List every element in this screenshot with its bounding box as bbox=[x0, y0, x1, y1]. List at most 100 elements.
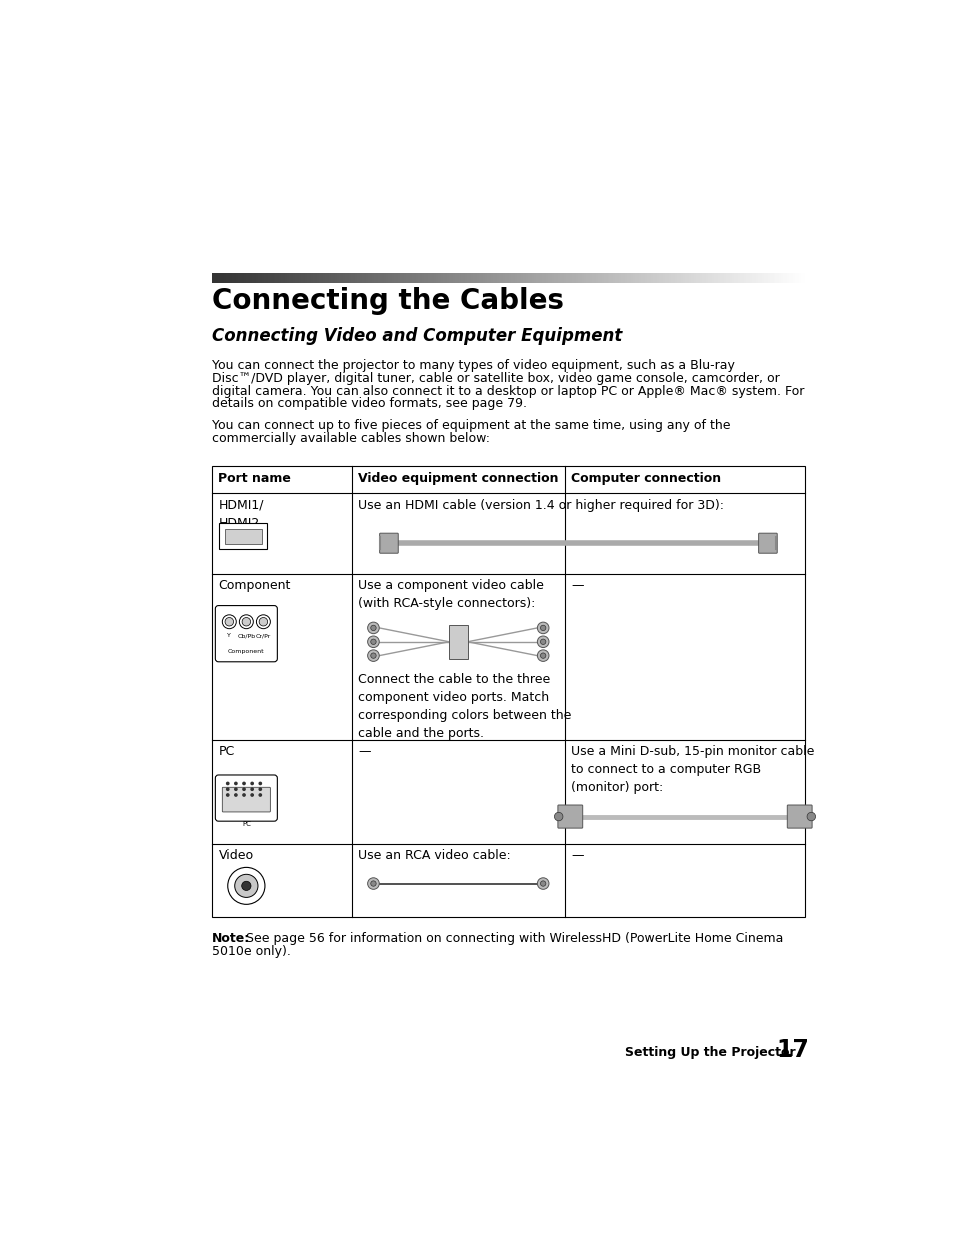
Text: PC: PC bbox=[242, 821, 251, 827]
Bar bbox=[517, 273, 518, 283]
Text: HDMI1/
HDMI2: HDMI1/ HDMI2 bbox=[218, 499, 264, 530]
Bar bbox=[297, 273, 299, 283]
Bar bbox=[439, 273, 441, 283]
Bar bbox=[224, 529, 261, 543]
Bar bbox=[585, 273, 587, 283]
FancyBboxPatch shape bbox=[215, 776, 277, 821]
Bar bbox=[316, 273, 318, 283]
Bar bbox=[214, 273, 216, 283]
Bar bbox=[287, 273, 289, 283]
Bar bbox=[313, 273, 314, 283]
Bar bbox=[348, 273, 350, 283]
Text: Use an RCA video cable:: Use an RCA video cable: bbox=[357, 848, 510, 862]
Bar bbox=[712, 273, 714, 283]
Bar bbox=[670, 273, 672, 283]
Bar bbox=[467, 273, 469, 283]
Bar bbox=[741, 273, 743, 283]
FancyBboxPatch shape bbox=[219, 524, 267, 550]
Bar bbox=[747, 273, 749, 283]
Bar bbox=[530, 273, 532, 283]
Bar bbox=[460, 273, 463, 283]
Bar bbox=[692, 273, 694, 283]
Bar bbox=[574, 273, 576, 283]
Bar bbox=[311, 273, 313, 283]
Bar bbox=[676, 273, 678, 283]
Bar bbox=[437, 273, 439, 283]
Bar bbox=[212, 273, 214, 283]
Bar bbox=[729, 273, 731, 283]
Bar bbox=[480, 273, 482, 283]
Bar bbox=[731, 273, 733, 283]
Bar bbox=[463, 273, 465, 283]
Bar bbox=[534, 273, 536, 283]
Bar bbox=[664, 273, 666, 283]
Bar bbox=[419, 273, 421, 283]
Bar bbox=[707, 273, 710, 283]
Circle shape bbox=[251, 788, 253, 790]
Bar bbox=[627, 273, 629, 283]
Bar bbox=[246, 273, 248, 283]
Bar bbox=[436, 273, 437, 283]
Circle shape bbox=[239, 615, 253, 629]
Bar bbox=[583, 273, 585, 283]
Bar bbox=[237, 273, 239, 283]
Bar bbox=[289, 273, 291, 283]
Bar bbox=[405, 273, 408, 283]
Bar bbox=[565, 273, 567, 283]
Bar bbox=[694, 273, 696, 283]
Bar bbox=[390, 273, 392, 283]
Bar bbox=[537, 273, 539, 283]
Bar bbox=[579, 273, 581, 283]
Bar bbox=[622, 273, 624, 283]
Bar bbox=[498, 273, 500, 283]
Bar bbox=[767, 273, 769, 283]
Bar bbox=[539, 273, 541, 283]
Bar bbox=[701, 273, 703, 283]
Bar bbox=[650, 273, 652, 283]
Bar bbox=[392, 273, 394, 283]
Bar bbox=[753, 273, 755, 283]
Bar bbox=[788, 273, 790, 283]
Bar bbox=[528, 273, 530, 283]
Bar bbox=[512, 273, 514, 283]
Bar bbox=[558, 273, 559, 283]
Bar bbox=[548, 273, 550, 283]
Circle shape bbox=[806, 813, 815, 821]
Text: Cb/Pb: Cb/Pb bbox=[237, 634, 255, 638]
Bar bbox=[423, 273, 425, 283]
Bar bbox=[607, 273, 609, 283]
Circle shape bbox=[540, 653, 545, 658]
Text: Disc™/DVD player, digital tuner, cable or satellite box, video game console, cam: Disc™/DVD player, digital tuner, cable o… bbox=[212, 372, 780, 385]
Bar bbox=[275, 273, 277, 283]
Bar bbox=[374, 273, 375, 283]
Bar bbox=[358, 273, 360, 283]
Bar bbox=[445, 273, 447, 283]
Bar bbox=[293, 273, 294, 283]
Bar bbox=[773, 273, 775, 283]
Bar bbox=[388, 273, 390, 283]
Bar bbox=[631, 273, 633, 283]
Bar bbox=[285, 273, 287, 283]
Bar bbox=[504, 273, 506, 283]
Bar bbox=[412, 273, 414, 283]
Bar bbox=[544, 273, 546, 283]
Bar bbox=[510, 273, 512, 283]
Bar bbox=[682, 273, 684, 283]
FancyBboxPatch shape bbox=[222, 787, 270, 811]
Bar bbox=[333, 273, 335, 283]
Bar bbox=[718, 273, 720, 283]
Text: See page 56 for information on connecting with WirelessHD (PowerLite Home Cinema: See page 56 for information on connectin… bbox=[241, 932, 782, 945]
Bar bbox=[738, 273, 740, 283]
Bar bbox=[567, 273, 569, 283]
Bar bbox=[356, 273, 358, 283]
Bar bbox=[620, 273, 622, 283]
Bar bbox=[520, 273, 522, 283]
Bar bbox=[355, 273, 356, 283]
Bar bbox=[314, 273, 316, 283]
Bar bbox=[449, 625, 467, 658]
Text: PC: PC bbox=[218, 745, 234, 758]
Bar bbox=[232, 273, 233, 283]
Bar bbox=[484, 273, 486, 283]
Bar bbox=[749, 273, 751, 283]
FancyBboxPatch shape bbox=[215, 605, 277, 662]
